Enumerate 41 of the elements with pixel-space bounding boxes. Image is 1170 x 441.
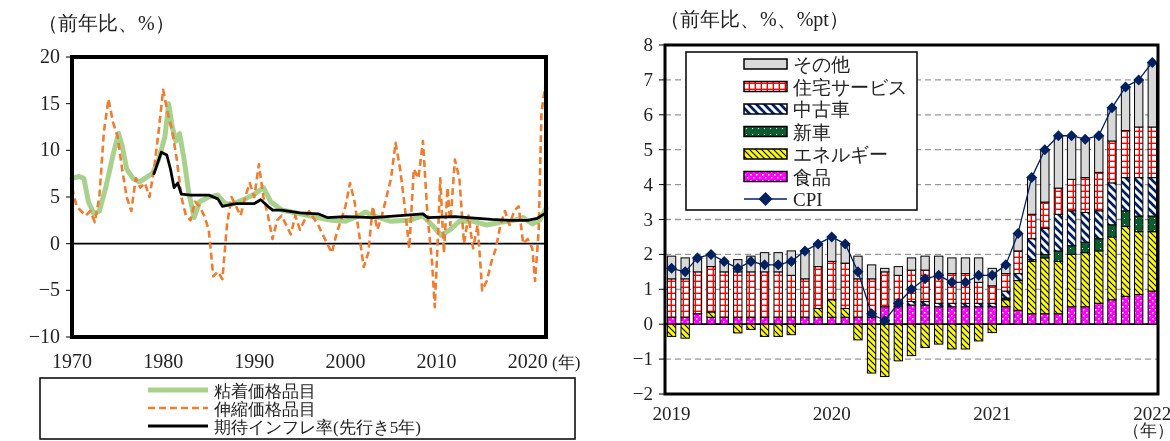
legend-label: 伸縮価格品目 [213,400,316,419]
x-tick-label: 2021 [973,403,1012,424]
x-axis-title: （年） [1122,421,1170,440]
x-axis-title: (年) [552,353,581,372]
legend-label: 新車 [793,121,831,143]
y-axis-title: （前年比、%） [38,12,175,34]
legend-label: 期待インフレ率(先行き5年) [214,418,421,437]
y-tick-label: 4 [643,173,654,195]
legend-label: 中古車 [793,99,850,120]
x-tick-label: 2019 [652,403,691,424]
y-tick-label: −5 [38,278,60,301]
x-tick-label: 1970 [52,350,92,372]
y-tick-label: 10 [40,138,60,161]
x-tick-label: 2000 [325,350,366,372]
x-tick-label: 1990 [234,350,275,372]
x-tick-label: 2010 [416,350,457,372]
y-tick-label: 2 [643,243,653,265]
x-tick-label: 2020 [812,403,851,424]
legend-label: 粘着価格品目 [214,382,316,401]
legend-label: その他 [793,54,850,75]
legend-label: 食品 [793,166,831,188]
y-tick-label: 0 [643,313,653,335]
x-tick-label: 1980 [143,350,184,372]
legend-label: CPI [793,189,823,210]
legend-label: 住宅サービス [792,76,907,98]
legend-label: エネルギー [793,144,888,165]
y-tick-label: −1 [632,348,653,370]
y-tick-label: 5 [643,138,653,160]
y-tick-label: 3 [643,208,653,230]
y-tick-label: −10 [28,325,60,347]
y-tick-label: 7 [643,68,653,90]
y-axis-title: （前年比、%、%pt） [660,8,849,31]
x-tick-label: 2020 [507,350,548,372]
y-tick-label: 8 [643,34,653,55]
y-tick-label: −2 [632,383,653,404]
y-tick-label: 15 [40,91,60,114]
y-tick-label: 0 [50,231,60,254]
y-tick-label: 5 [50,185,60,207]
y-tick-label: 20 [40,45,60,67]
y-tick-label: 1 [643,278,653,300]
y-tick-label: 6 [643,103,653,125]
